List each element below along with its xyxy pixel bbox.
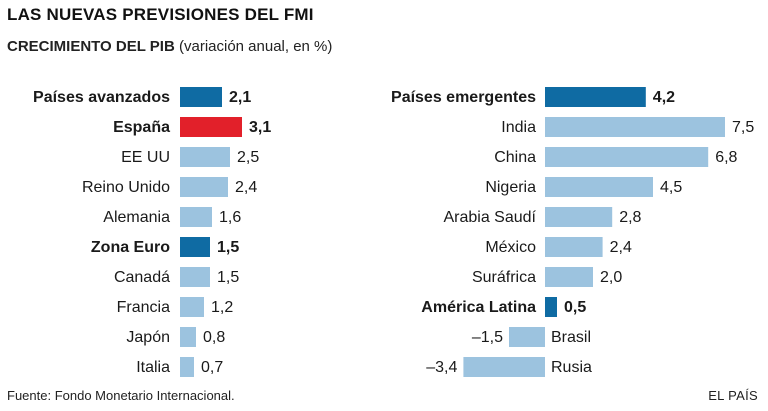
category-label-brasil: Brasil bbox=[551, 329, 591, 346]
value-label-brasil: –1,5 bbox=[472, 329, 503, 346]
value-label-rusia: –3,4 bbox=[426, 359, 457, 376]
category-label-italia: Italia bbox=[136, 359, 170, 376]
category-label-india: India bbox=[501, 119, 536, 136]
source-note: Fuente: Fondo Monetario Internacional. bbox=[7, 388, 235, 403]
bar-alemania bbox=[180, 207, 212, 227]
value-label-paises-emergentes: 4,2 bbox=[653, 89, 675, 106]
category-label-espana: España bbox=[113, 119, 170, 136]
value-label-japon: 0,8 bbox=[203, 329, 225, 346]
bar-arabia-saudi bbox=[545, 207, 613, 227]
bar-china bbox=[545, 147, 709, 167]
category-label-arabia-saudi: Arabia Saudí bbox=[443, 209, 536, 226]
category-label-paises-avanzados: Países avanzados bbox=[33, 89, 170, 106]
bar-surafrica bbox=[545, 267, 593, 287]
category-label-francia: Francia bbox=[117, 299, 170, 316]
chart-title: LAS NUEVAS PREVISIONES DEL FMI bbox=[7, 5, 314, 24]
value-label-paises-avanzados: 2,1 bbox=[229, 89, 251, 106]
bar-brasil bbox=[509, 327, 545, 347]
subtitle-bold: CRECIMIENTO DEL PIB bbox=[7, 38, 175, 55]
category-label-zona-euro: Zona Euro bbox=[91, 239, 170, 256]
category-label-nigeria: Nigeria bbox=[485, 179, 536, 196]
value-label-america-latina: 0,5 bbox=[564, 299, 586, 316]
value-label-italia: 0,7 bbox=[201, 359, 223, 376]
brand-label: EL PAÍS bbox=[708, 388, 758, 403]
category-label-paises-emergentes: Países emergentes bbox=[391, 89, 536, 106]
category-label-mexico: México bbox=[485, 239, 536, 256]
category-label-canada: Canadá bbox=[114, 269, 170, 286]
subtitle-rest: (variación anual, en %) bbox=[174, 38, 333, 55]
value-label-mexico: 2,4 bbox=[610, 239, 632, 256]
value-label-surafrica: 2,0 bbox=[600, 269, 622, 286]
value-label-francia: 1,2 bbox=[211, 299, 233, 316]
category-label-reino-unido: Reino Unido bbox=[82, 179, 170, 196]
bar-espana bbox=[180, 117, 242, 137]
bar-america-latina bbox=[545, 297, 557, 317]
bar-paises-avanzados bbox=[180, 87, 222, 107]
value-label-espana: 3,1 bbox=[249, 119, 271, 136]
bar-francia bbox=[180, 297, 204, 317]
value-label-ee-uu: 2,5 bbox=[237, 149, 259, 166]
bar-rusia bbox=[463, 357, 545, 377]
bar-india bbox=[545, 117, 725, 137]
value-label-alemania: 1,6 bbox=[219, 209, 241, 226]
value-label-china: 6,8 bbox=[715, 149, 737, 166]
value-label-arabia-saudi: 2,8 bbox=[619, 209, 641, 226]
value-label-canada: 1,5 bbox=[217, 269, 239, 286]
category-label-america-latina: América Latina bbox=[421, 299, 536, 316]
bar-mexico bbox=[545, 237, 603, 257]
bar-canada bbox=[180, 267, 210, 287]
bar-reino-unido bbox=[180, 177, 228, 197]
bar-japon bbox=[180, 327, 196, 347]
value-label-reino-unido: 2,4 bbox=[235, 179, 257, 196]
bar-zona-euro bbox=[180, 237, 210, 257]
bar-italia bbox=[180, 357, 194, 377]
category-label-rusia: Rusia bbox=[551, 359, 592, 376]
category-label-ee-uu: EE UU bbox=[121, 149, 170, 166]
bar-paises-emergentes bbox=[545, 87, 646, 107]
category-label-china: China bbox=[494, 149, 536, 166]
value-label-india: 7,5 bbox=[732, 119, 754, 136]
value-label-zona-euro: 1,5 bbox=[217, 239, 239, 256]
bar-nigeria bbox=[545, 177, 653, 197]
category-label-alemania: Alemania bbox=[103, 209, 170, 226]
chart-subtitle: CRECIMIENTO DEL PIB (variación anual, en… bbox=[7, 38, 332, 55]
category-label-surafrica: Suráfrica bbox=[472, 269, 536, 286]
value-label-nigeria: 4,5 bbox=[660, 179, 682, 196]
category-label-japon: Japón bbox=[126, 329, 170, 346]
bar-ee-uu bbox=[180, 147, 230, 167]
